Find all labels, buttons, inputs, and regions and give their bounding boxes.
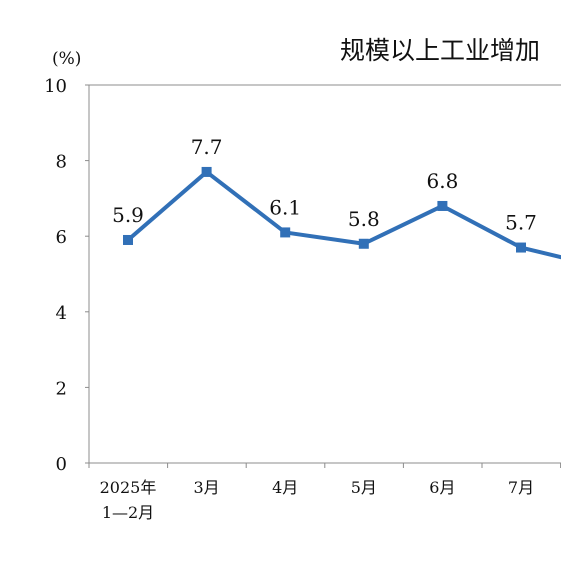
data-point-marker — [437, 200, 448, 211]
data-point-marker — [516, 242, 526, 253]
data-label: 5.8 — [348, 207, 380, 231]
x-tick-label: 7月 — [508, 478, 534, 497]
data-label: 7.7 — [191, 135, 223, 159]
x-tick-label-line2: 1—2月 — [102, 503, 154, 522]
x-tick-label: 4月 — [272, 478, 298, 497]
data-point-marker — [123, 234, 133, 245]
series-line — [126, 169, 561, 260]
x-tick-label: 3月 — [194, 478, 220, 497]
y-axis-unit-label: (%) — [52, 49, 81, 69]
data-point-marker — [358, 238, 369, 249]
y-tick-label: 0 — [56, 454, 67, 475]
data-label: 5.7 — [505, 211, 537, 235]
data-point-marker — [201, 166, 212, 177]
y-tick-label: 10 — [44, 76, 67, 97]
y-tick-label: 4 — [56, 303, 67, 324]
x-tick-label: 5月 — [351, 478, 377, 497]
x-tick-label: 2025年 — [100, 478, 157, 497]
y-axis: 0 2 4 6 8 10 — [44, 76, 89, 475]
plot-area-frame — [88, 84, 561, 464]
x-tick-label: 6月 — [429, 478, 455, 497]
y-tick-label: 8 — [56, 152, 67, 173]
y-tick-label: 6 — [56, 227, 67, 248]
data-label: 5.9 — [112, 203, 144, 227]
x-axis: 2025年 1—2月 3月 4月 5月 6月 7月 — [88, 463, 561, 522]
chart-title: 规模以上工业增加 — [340, 36, 540, 65]
data-label: 6.8 — [426, 169, 458, 193]
series-layer: 5.9 7.7 6.1 5.8 6.8 5.7 — [112, 135, 561, 260]
data-label: 6.1 — [269, 195, 301, 219]
data-point-marker — [280, 227, 291, 238]
y-tick-label: 2 — [56, 378, 67, 399]
